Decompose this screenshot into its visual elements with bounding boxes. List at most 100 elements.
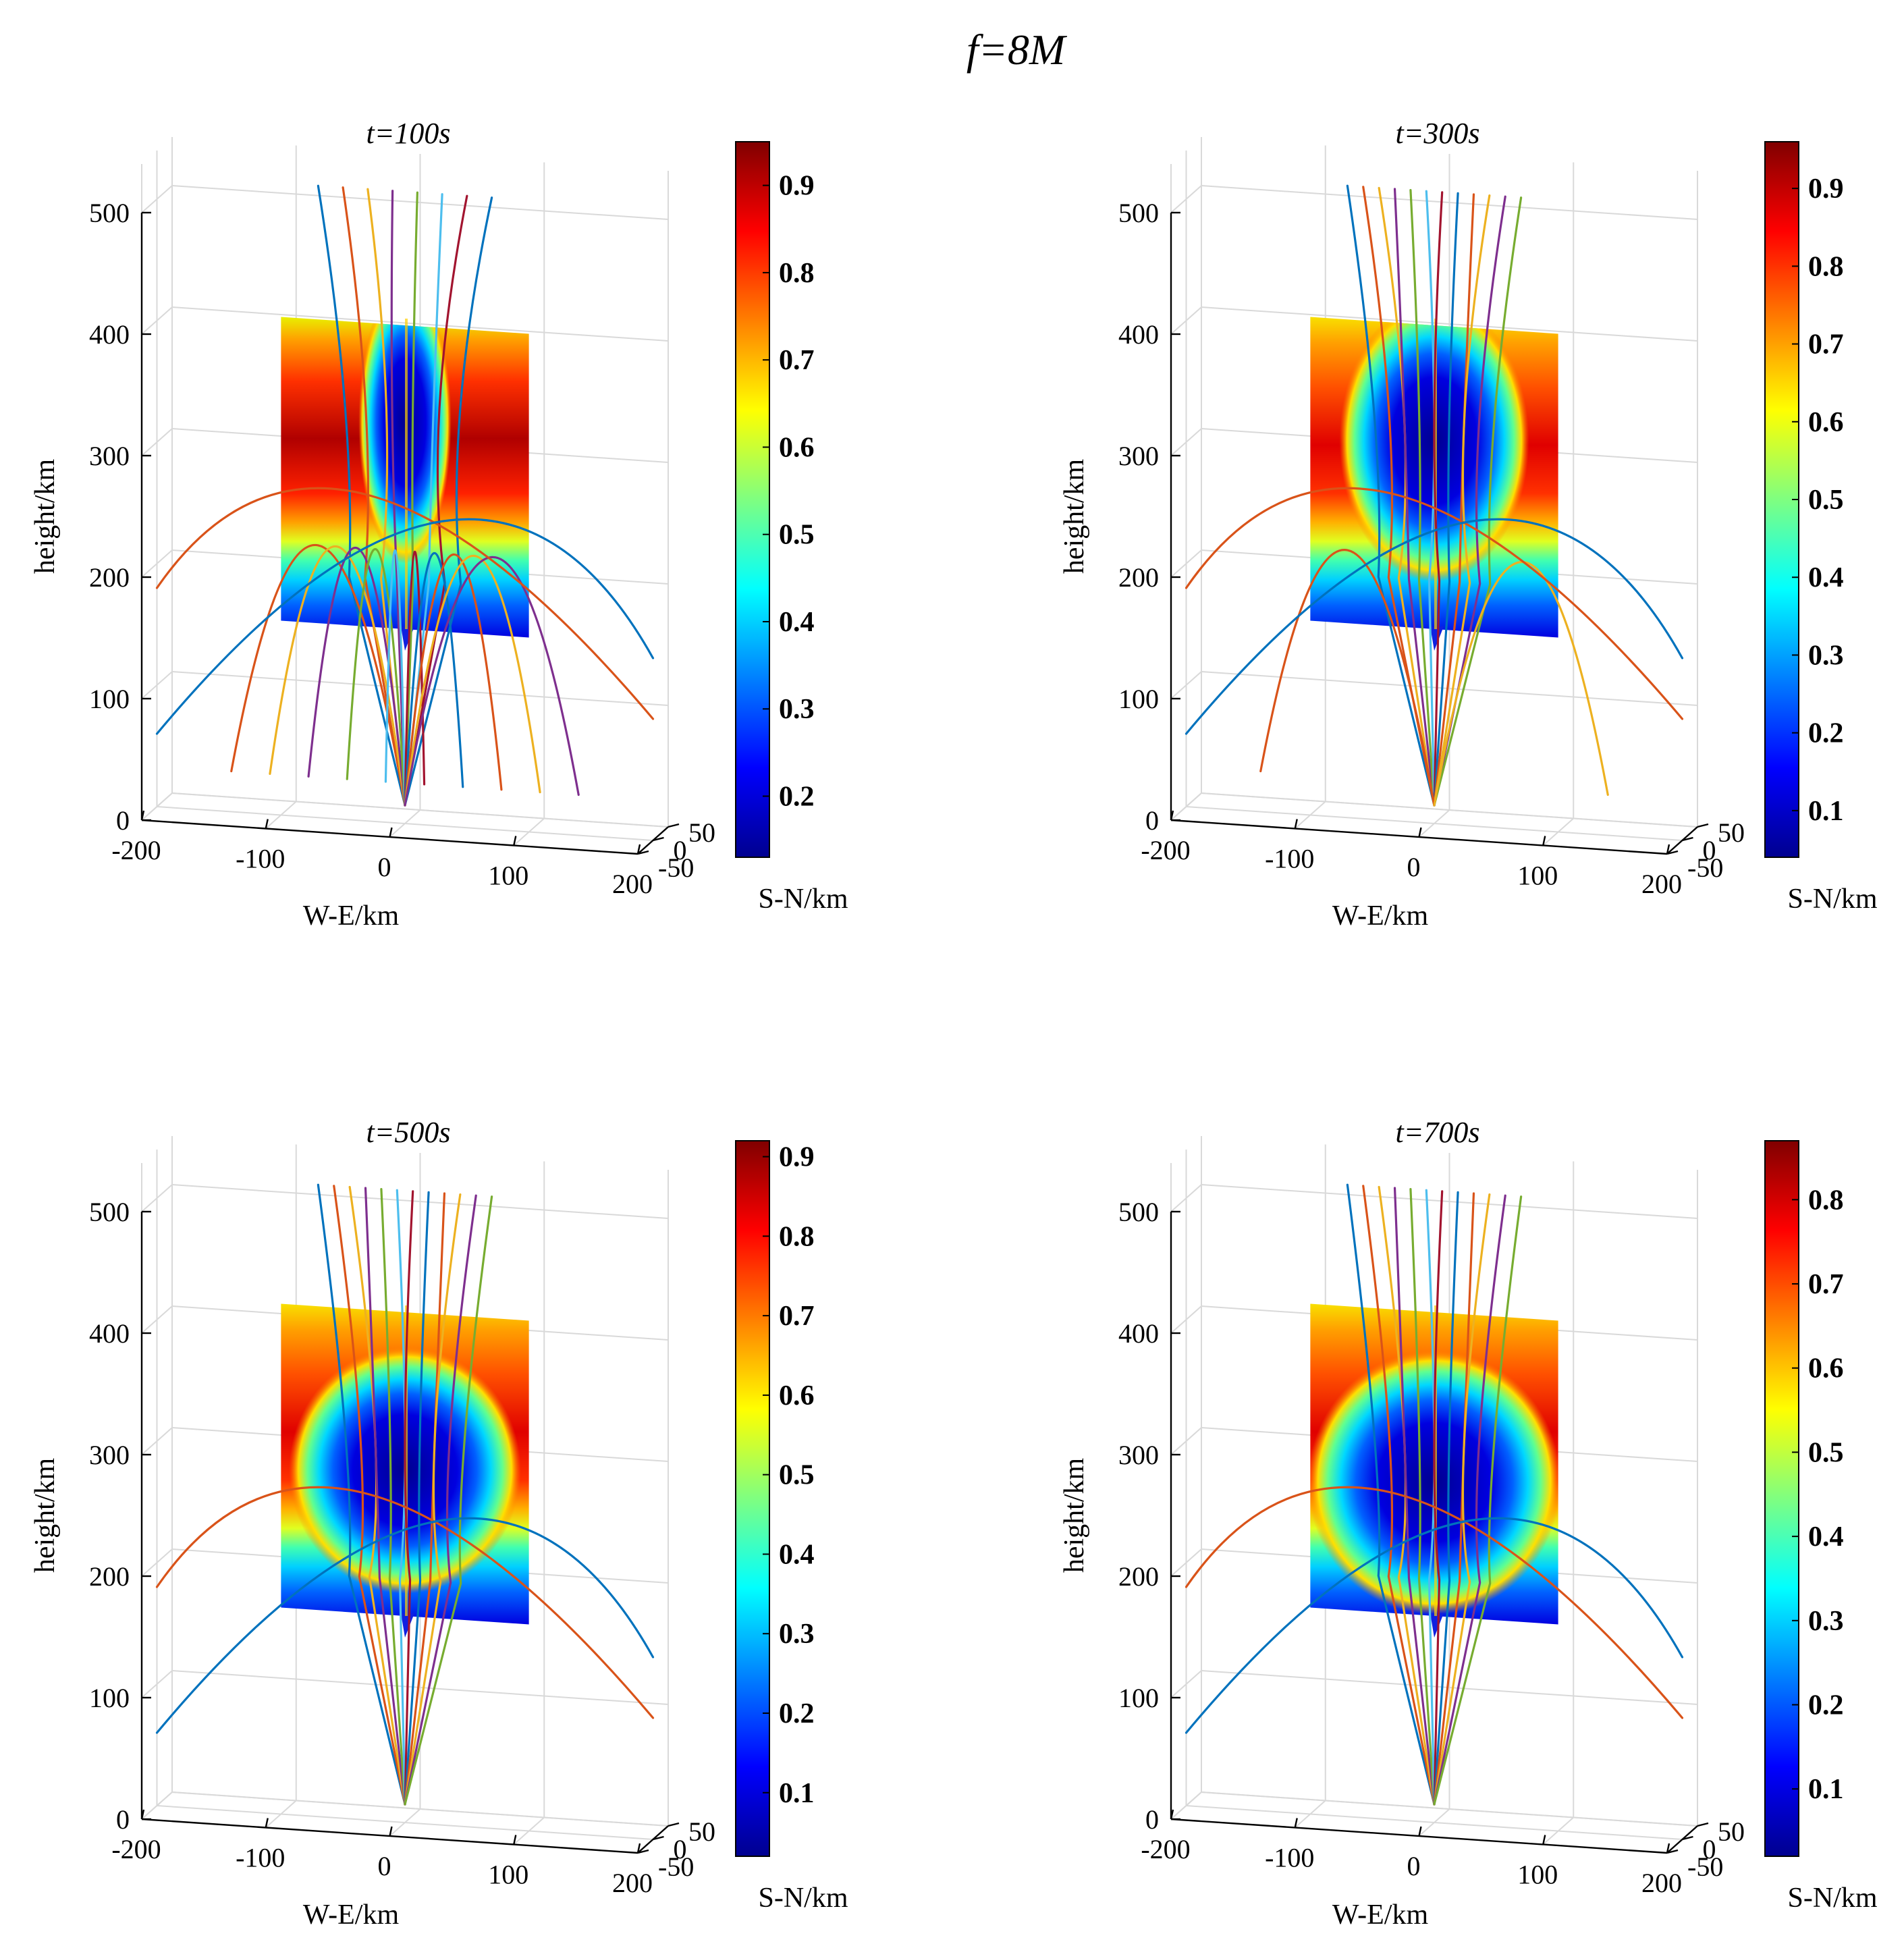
x-tick-label: 0 [378,1851,391,1881]
z-tick-label: 500 [1118,198,1159,228]
x-tick-label: 200 [612,1868,653,1898]
grid-line [1186,806,1683,841]
x-tick-label: 200 [1641,1868,1682,1898]
colorbar-tick-label: 0.1 [1808,796,1844,827]
z-tick-label: 500 [89,198,130,228]
colorbar-tick-label: 0.9 [779,1142,815,1173]
ray-path-reflected [269,545,406,807]
x-axis-label: W-E/km [1332,900,1429,932]
ray-path [366,188,406,807]
colorbar-tick-label: 0.4 [779,607,815,638]
ray-path-reflected [384,549,406,807]
slice-notch [1430,1613,1444,1638]
x-tick-mark [1170,1809,1174,1820]
colorbar-tick-label: 0.7 [779,345,815,376]
colorbar-tick-label: 0.2 [779,782,815,813]
colorbar-tick-label: 0.6 [779,1380,815,1411]
y-tick-mark [1682,836,1693,842]
ray-path [1409,189,1436,807]
z-tick-label: 400 [1118,1318,1159,1349]
y-axis-label: S-N/km [1787,884,1877,915]
grid-line [157,1805,653,1840]
colorbar-tick-label: 0.7 [1808,329,1844,360]
colorbar-tick-label: 0.5 [1808,1437,1844,1468]
x-tick-label: -100 [1265,1843,1314,1873]
ray-path [1433,1190,1444,1806]
z-tick-label: 300 [89,441,130,471]
x-tick-mark [1170,810,1174,821]
x-tick-mark [1418,1826,1422,1837]
ray-path-reflected [346,548,406,807]
x-tick-label: 100 [1517,1860,1558,1890]
z-axis-label: height/km [1059,1458,1090,1573]
x-tick-mark [265,819,269,829]
subplot-title: t=100s [366,117,450,150]
colorbar-tick-label: 0.4 [1808,562,1844,593]
colorbar-scale [1764,1140,1799,1857]
ray-path-reflected [404,556,580,807]
colorbar-tick-label: 0.8 [779,1221,815,1252]
x-tick-mark [1294,1818,1298,1828]
ray-path [1433,196,1523,807]
colorbar-tick-label: 0.5 [779,1460,815,1491]
z-tick-label: 100 [1118,1683,1159,1713]
ray-path [1362,1185,1436,1806]
x-tick-label: 100 [488,861,528,891]
ray-paths [155,184,655,807]
ray-path-outer [155,1517,655,1734]
ray-path [404,196,493,807]
colorbar-tick-label: 0.1 [1808,1774,1844,1805]
ray-path-outer [1185,518,1684,735]
z-tick-label: 200 [1118,562,1159,593]
ray-path [380,1188,406,1806]
x-tick-mark [636,844,641,855]
z-tick-label: 300 [1118,441,1159,471]
x-tick-label: -100 [236,1843,285,1873]
colorbar-tick-label: 0.2 [1808,1690,1844,1721]
y-tick-mark [668,1822,680,1827]
subplot-title: t=300s [1395,117,1479,150]
ray-path-outer [155,1486,655,1719]
x-tick-mark [1294,819,1298,829]
grid-line [1186,1805,1683,1840]
x-tick-label: 0 [1407,1851,1421,1881]
x-tick-mark [513,1835,517,1845]
colorbar-tick-label: 0.4 [1808,1521,1844,1553]
ray-path-outer [1185,1517,1684,1734]
ray-path [317,184,406,807]
figure-title: f=8M [967,26,1068,74]
ray-path [1362,186,1436,807]
colorbar: 0.2 0.3 0.4 0.5 0.6 0.7 0.8 0.9 [735,141,815,858]
x-tick-mark [1542,836,1546,846]
x-tick-mark [1666,844,1670,855]
ray-path [1433,1194,1506,1806]
z-tick-label: 200 [1118,1561,1159,1592]
z-axis-label: height/km [30,459,61,574]
z-tick-label: 300 [1118,1440,1159,1470]
z-tick-label: 0 [116,1804,130,1835]
z-tick-label: 500 [89,1197,130,1227]
ray-path [317,1183,406,1806]
z-axis-label: height/km [30,1458,61,1573]
y-tick-mark [668,823,680,828]
x-tick-mark [140,810,145,821]
colorbar-tick-label: 0.2 [779,1698,815,1729]
ray-path [404,194,468,807]
x-tick-mark [265,1818,269,1828]
x-axis-label: W-E/km [303,900,400,932]
x-tick-mark [389,827,393,838]
colorbar-tick-label: 0.8 [1808,251,1844,282]
z-tick-label: 300 [89,1440,130,1470]
x-axis-label: W-E/km [1332,1899,1429,1931]
y-tick-mark [653,836,664,842]
colorbar-tick-label: 0.5 [779,520,815,551]
slice-notch [401,626,414,651]
ray-path-reflected [307,547,406,807]
y-tick-mark [637,1849,649,1854]
colorbar-tick-label: 0.8 [779,258,815,289]
